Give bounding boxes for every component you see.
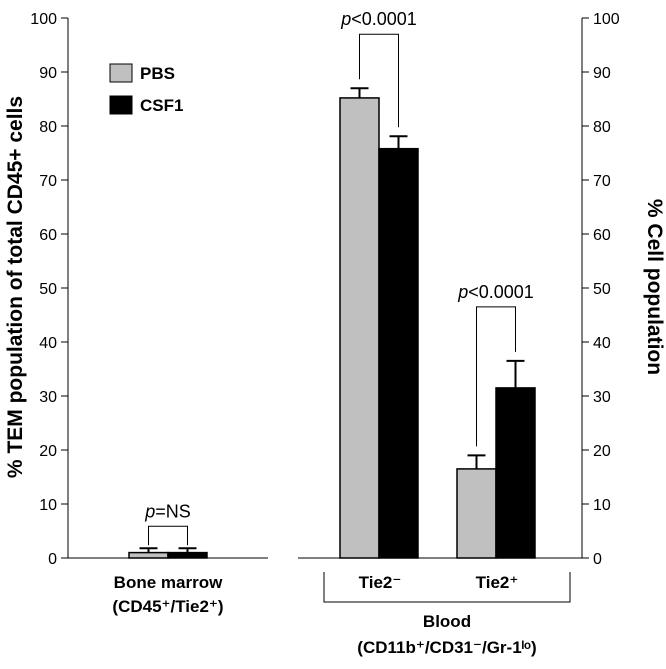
bar-blood-1-pbs [456,468,497,559]
significance-bracket-bone-marrow-0 [148,525,188,546]
left-tick-label-30: 30 [39,389,57,406]
right-tick-label-20: 20 [593,443,611,460]
left-tick-label-70: 70 [39,173,57,190]
legend-swatch-pbs [109,63,133,83]
blood-sublabel: (CD11b⁺/CD31⁻/Gr-1ˡᵒ) [357,638,536,657]
significance-bracket-blood-0 [359,33,399,128]
left-tick-label-50: 50 [39,281,57,298]
right-y-axis-title: % Cell population [643,199,666,375]
bar-blood-0-csf1 [378,147,419,559]
p-value-label-blood-0: p<0.0001 [340,9,417,29]
right-tick-label-0: 0 [593,551,602,568]
left-tick-label-80: 80 [39,119,57,136]
right-tick-label-100: 100 [593,11,620,28]
left-tick-label-10: 10 [39,497,57,514]
right-tick-label-70: 70 [593,173,611,190]
bar-bone-marrow-0-csf1 [167,551,208,559]
blood-bracket [323,572,571,603]
right-tick-label-80: 80 [593,119,611,136]
left-y-axis-title: % TEM population of total CD45+ cells [4,96,27,478]
blood-label: Blood [423,612,471,631]
legend-swatch-csf1 [109,95,133,115]
tie2-neg-label: Tie2⁻ [359,573,402,592]
right-y-axis: 0 10 20 30 40 50 60 70 80 90 100 [581,11,620,568]
left-tick-label-40: 40 [39,335,57,352]
right-tick-label-30: 30 [593,389,611,406]
right-tick-label-40: 40 [593,335,611,352]
bar-bone-marrow-0-pbs [128,551,169,559]
tie2-pos-label: Tie2⁺ [476,573,519,592]
right-tick-label-60: 60 [593,227,611,244]
left-tick-label-0: 0 [48,551,57,568]
p-symbol: p [144,501,155,521]
p-value-label-blood-1: p<0.0001 [457,282,534,302]
bars [68,87,582,559]
bar-blood-1-csf1 [495,387,536,559]
legend-label-csf1: CSF1 [140,96,183,115]
right-tick-label-50: 50 [593,281,611,298]
legend: PBS CSF1 [109,63,183,115]
significance-bracket-blood-1 [476,306,516,447]
bone-marrow-sublabel: (CD45⁺/Tie2⁺) [112,597,223,616]
right-tick-label-10: 10 [593,497,611,514]
right-tick-label-90: 90 [593,65,611,82]
p-value-label-bone-marrow-0: p=NS [144,501,191,521]
left-tick-label-100: 100 [30,11,57,28]
left-tick-label-60: 60 [39,227,57,244]
p-value: <0.0001 [468,282,534,302]
p-symbol: p [340,9,351,29]
bar-blood-0-pbs [339,97,380,559]
left-tick-label-90: 90 [39,65,57,82]
left-y-axis: 0 10 20 30 40 50 60 70 80 90 100 [30,11,69,568]
p-symbol: p [457,282,468,302]
p-value: <0.0001 [351,9,417,29]
legend-label-pbs: PBS [140,64,175,83]
p-value: =NS [155,501,191,521]
bone-marrow-label: Bone marrow [114,573,223,592]
left-tick-label-20: 20 [39,443,57,460]
